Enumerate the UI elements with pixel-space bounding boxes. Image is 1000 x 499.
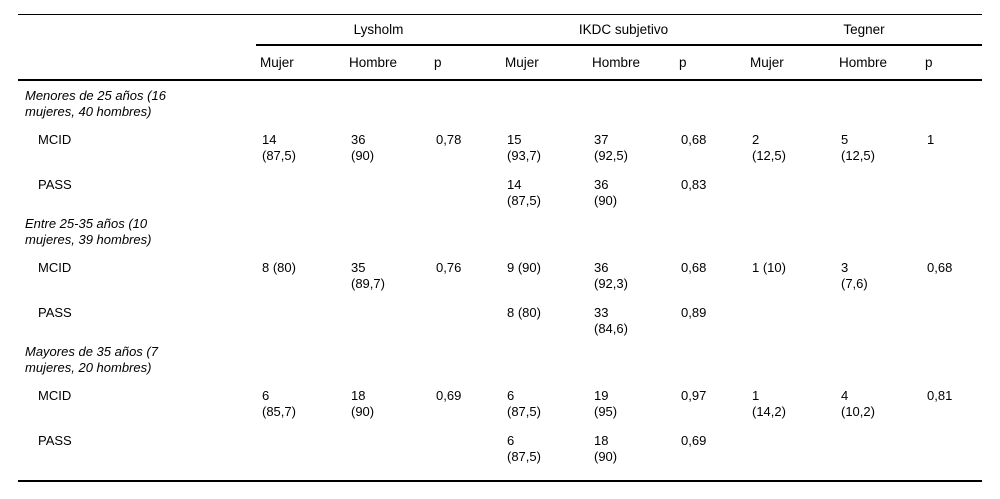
corner-cell [18,15,256,46]
col-header-hombre: Hombre [345,45,430,81]
section-row: Entre 25-35 años (10 mujeres, 39 hombres… [18,209,982,248]
value-cell: 37 (92,5) [594,132,628,163]
value-cell: 35 (89,7) [351,260,385,291]
value-cell: 0,68 [681,132,707,147]
col-header-hombre: Hombre [835,45,921,81]
value-cell: 0,89 [681,305,707,320]
value-cell: 5 (12,5) [841,132,875,163]
value-cell: 9 (90) [507,260,541,275]
section-row: Mayores de 35 años (7 mujeres, 20 hombre… [18,337,982,376]
value-cell: 8 (80) [507,305,541,320]
value-cell: 0,69 [681,433,707,448]
value-cell: 1 (14,2) [752,388,786,419]
col-header-hombre: Hombre [588,45,675,81]
section-label: Menores de 25 años (16 mujeres, 40 hombr… [25,88,166,119]
value-cell: 0,68 [927,260,953,275]
col-header-mujer: Mujer [501,45,588,81]
value-cell: 6 (87,5) [507,433,541,464]
value-cell [430,420,501,481]
value-cell [921,164,982,209]
value-cell [345,420,430,481]
value-cell [430,164,501,209]
value-cell: 2 (12,5) [752,132,786,163]
group-header-row: Lysholm IKDC subjetivo Tegner [18,14,983,46]
col-header-mujer: Mujer [746,45,835,81]
table-header: Lysholm IKDC subjetivo Tegner Mujer Homb… [18,14,983,81]
value-cell [256,420,345,481]
value-cell [921,420,982,481]
value-cell: 0,69 [436,388,462,403]
value-cell: 0,97 [681,388,707,403]
value-cell: 36 (90) [351,132,375,163]
group-header-tegner: Tegner [746,14,983,46]
row-label: MCID [38,388,72,403]
value-cell [835,292,921,337]
value-cell [256,164,345,209]
value-cell: 33 (84,6) [594,305,628,336]
value-cell [746,292,835,337]
value-cell: 6 (87,5) [507,388,541,419]
value-cell: 4 (10,2) [841,388,875,419]
value-cell [430,292,501,337]
value-cell: 36 (90) [594,177,618,208]
col-header-mujer: Mujer [256,45,345,81]
data-row: MCID 14 (87,5) 36 (90) 0,78 15 (93,7) 37 (92,… [18,120,982,164]
row-label: PASS [38,177,72,192]
value-cell [746,420,835,481]
value-cell: 3 (7,6) [841,260,868,291]
col-header-p: p [430,45,501,81]
value-cell: 14 (87,5) [262,132,296,163]
section-label: Entre 25-35 años (10 mujeres, 39 hombres… [25,216,152,247]
corner-cell-2 [18,45,256,81]
row-label: PASS [38,433,72,448]
value-cell [921,292,982,337]
data-row: PASS 6 (87,5) 18 (90) 0,69 [18,420,982,481]
value-cell: 0,76 [436,260,462,275]
value-cell: 0,78 [436,132,462,147]
value-cell: 19 (95) [594,388,618,419]
value-cell [835,164,921,209]
value-cell: 0,83 [681,177,707,192]
table-body: Menores de 25 años (16 mujeres, 40 hombr… [18,80,982,481]
data-row: MCID 8 (80) 35 (89,7) 0,76 9 (90) 36 (92,3) 0,… [18,248,982,292]
value-cell [835,420,921,481]
group-header-lysholm: Lysholm [256,14,501,46]
results-table: Lysholm IKDC subjetivo Tegner Mujer Homb… [18,14,983,482]
value-cell [345,292,430,337]
value-cell: 1 [927,132,935,147]
value-cell: 18 (90) [594,433,618,464]
section-row: Menores de 25 años (16 mujeres, 40 hombr… [18,80,982,120]
value-cell: 14 (87,5) [507,177,541,208]
value-cell: 36 (92,3) [594,260,628,291]
value-cell [746,164,835,209]
col-header-p: p [675,45,746,81]
section-label: Mayores de 35 años (7 mujeres, 20 hombre… [25,344,158,375]
row-label: MCID [38,132,72,147]
value-cell: 1 (10) [752,260,786,275]
value-cell: 0,81 [927,388,953,403]
data-row: PASS 14 (87,5) 36 (90) 0,83 [18,164,982,209]
value-cell [256,292,345,337]
data-row: MCID 6 (85,7) 18 (90) 0,69 6 (87,5) 19 (95) 0,… [18,376,982,420]
value-cell: 18 (90) [351,388,375,419]
col-header-p: p [921,45,983,81]
value-cell: 6 (85,7) [262,388,296,419]
row-label: MCID [38,260,72,275]
row-label: PASS [38,305,72,320]
group-header-ikdc: IKDC subjetivo [501,14,746,46]
value-cell [345,164,430,209]
sub-header-row: Mujer Hombre p Mujer Hombre p Mujer Homb… [18,45,983,81]
value-cell: 15 (93,7) [507,132,541,163]
value-cell: 0,68 [681,260,707,275]
value-cell: 8 (80) [262,260,296,275]
data-row: PASS 8 (80) 33 (84,6) 0,89 [18,292,982,337]
